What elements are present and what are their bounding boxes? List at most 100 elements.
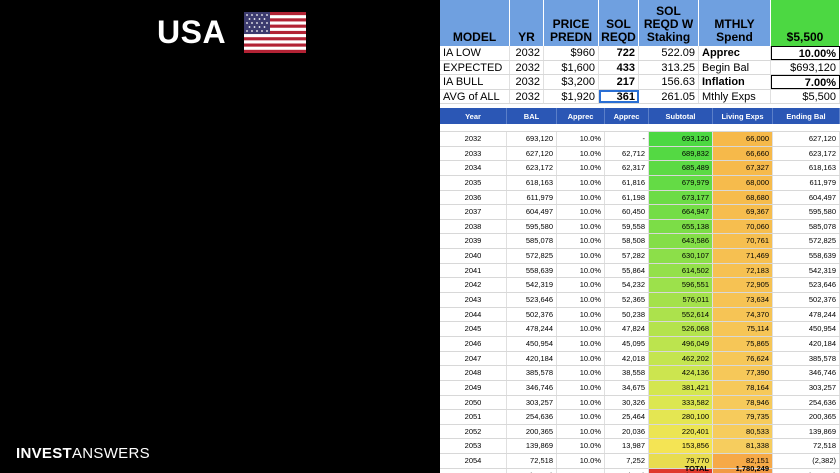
- summary-cell[interactable]: Mthly Exps: [699, 89, 771, 103]
- table-cell[interactable]: 420,184: [773, 336, 840, 351]
- table-cell[interactable]: 618,163: [507, 175, 557, 190]
- table-cell[interactable]: 76,624: [713, 351, 773, 366]
- table-cell[interactable]: 10.0%: [557, 322, 605, 336]
- table-cell[interactable]: 462,202: [649, 351, 713, 366]
- table-cell[interactable]: 614,502: [649, 263, 713, 278]
- table-cell[interactable]: 62,712: [605, 146, 649, 161]
- table-cell[interactable]: 153,856: [649, 439, 713, 454]
- table-cell[interactable]: 20,036: [605, 424, 649, 439]
- summary-cell[interactable]: $1,920: [544, 89, 599, 103]
- summary-cell[interactable]: $1,600: [544, 60, 599, 74]
- table-cell[interactable]: 10.0%: [557, 278, 605, 293]
- table-cell[interactable]: 2053: [440, 439, 507, 454]
- table-cell[interactable]: 303,257: [773, 380, 840, 395]
- table-cell[interactable]: 25,464: [605, 410, 649, 424]
- summary-cell[interactable]: Apprec: [699, 46, 771, 60]
- table-cell[interactable]: 254,636: [773, 395, 840, 410]
- table-cell[interactable]: 611,979: [507, 190, 557, 205]
- table-cell[interactable]: 10.0%: [557, 293, 605, 307]
- table-cell[interactable]: 75,114: [713, 322, 773, 336]
- table-cell[interactable]: 381,421: [649, 380, 713, 395]
- header-price-predn[interactable]: PRICE PREDN: [544, 0, 599, 46]
- table-cell[interactable]: 34,675: [605, 380, 649, 395]
- table-cell[interactable]: 10.0%: [557, 380, 605, 395]
- table-cell[interactable]: 542,319: [507, 278, 557, 293]
- table-cell[interactable]: 346,746: [773, 366, 840, 380]
- header-mthly-spend[interactable]: MTHLY Spend: [699, 0, 771, 46]
- table-cell[interactable]: 693,120: [507, 132, 557, 146]
- table-cell[interactable]: 679,979: [649, 175, 713, 190]
- table-cell[interactable]: 623,172: [773, 146, 840, 161]
- table-cell[interactable]: 523,646: [507, 293, 557, 307]
- table-cell[interactable]: 75,865: [713, 336, 773, 351]
- table-cell[interactable]: 2045: [440, 322, 507, 336]
- table-cell[interactable]: 79,735: [713, 410, 773, 424]
- summary-cell[interactable]: 217: [599, 75, 639, 89]
- table-cell[interactable]: 66,000: [713, 132, 773, 146]
- table-cell[interactable]: 10.0%: [557, 175, 605, 190]
- table-cell[interactable]: 200,365: [773, 410, 840, 424]
- table-cell[interactable]: 10.0%: [557, 234, 605, 249]
- table-cell[interactable]: 69,367: [713, 205, 773, 219]
- table-cell[interactable]: 70,060: [713, 219, 773, 234]
- table-cell[interactable]: 523,646: [773, 278, 840, 293]
- table-cell[interactable]: 2047: [440, 351, 507, 366]
- table-cell[interactable]: 61,816: [605, 175, 649, 190]
- table-cell[interactable]: 47,824: [605, 322, 649, 336]
- table-cell[interactable]: 627,120: [773, 132, 840, 146]
- table-cell[interactable]: 450,954: [773, 322, 840, 336]
- table-cell[interactable]: 572,825: [507, 249, 557, 263]
- table-cell[interactable]: 10.0%: [557, 395, 605, 410]
- table-cell[interactable]: 81,338: [713, 439, 773, 454]
- summary-cell[interactable]: 722: [599, 46, 639, 60]
- col-bal[interactable]: BAL: [507, 108, 557, 124]
- table-cell[interactable]: 10.0%: [557, 351, 605, 366]
- table-cell[interactable]: 57,282: [605, 249, 649, 263]
- table-cell[interactable]: 70,761: [713, 234, 773, 249]
- table-cell[interactable]: 478,244: [773, 307, 840, 322]
- table-cell[interactable]: 38,558: [605, 366, 649, 380]
- table-cell[interactable]: 139,869: [507, 439, 557, 454]
- table-cell[interactable]: 10.0%: [557, 219, 605, 234]
- table-cell[interactable]: 2050: [440, 395, 507, 410]
- table-cell[interactable]: 627,120: [507, 146, 557, 161]
- table-cell[interactable]: 71,469: [713, 249, 773, 263]
- table-cell[interactable]: 80,533: [713, 424, 773, 439]
- table-cell[interactable]: 68,680: [713, 190, 773, 205]
- table-cell[interactable]: 685,489: [649, 161, 713, 175]
- col-apprec[interactable]: Apprec: [605, 108, 649, 124]
- table-cell[interactable]: 78,946: [713, 395, 773, 410]
- table-cell[interactable]: 558,639: [507, 263, 557, 278]
- table-cell[interactable]: -: [605, 132, 649, 146]
- table-cell[interactable]: 50,238: [605, 307, 649, 322]
- summary-cell[interactable]: AVG of ALL: [440, 89, 510, 103]
- table-cell[interactable]: 346,746: [507, 380, 557, 395]
- table-cell[interactable]: 604,497: [507, 205, 557, 219]
- table-cell[interactable]: 420,184: [507, 351, 557, 366]
- table-cell[interactable]: 30,326: [605, 395, 649, 410]
- header-sol-reqd-staking[interactable]: SOL REQD W Staking: [639, 0, 699, 46]
- table-cell[interactable]: 10.0%: [557, 410, 605, 424]
- table-cell[interactable]: 10.0%: [557, 132, 605, 146]
- table-cell[interactable]: 585,078: [507, 234, 557, 249]
- summary-cell[interactable]: 361: [599, 89, 639, 103]
- table-cell[interactable]: 2046: [440, 336, 507, 351]
- table-cell[interactable]: 2032: [440, 132, 507, 146]
- table-cell[interactable]: 333,582: [649, 395, 713, 410]
- table-cell[interactable]: 664,947: [649, 205, 713, 219]
- table-cell[interactable]: 2055: [440, 468, 507, 473]
- table-cell[interactable]: 200,365: [507, 424, 557, 439]
- table-cell[interactable]: 2037: [440, 205, 507, 219]
- col-subtotal[interactable]: Subtotal: [649, 108, 713, 124]
- table-cell[interactable]: 61,198: [605, 190, 649, 205]
- table-cell[interactable]: 2035: [440, 175, 507, 190]
- summary-cell[interactable]: 313.25: [639, 60, 699, 74]
- table-cell[interactable]: 655,138: [649, 219, 713, 234]
- col-year[interactable]: Year: [440, 108, 507, 124]
- summary-cell[interactable]: $3,200: [544, 75, 599, 89]
- table-cell[interactable]: 280,100: [649, 410, 713, 424]
- summary-cell[interactable]: 433: [599, 60, 639, 74]
- summary-cell[interactable]: 156.63: [639, 75, 699, 89]
- table-cell[interactable]: 2054: [440, 454, 507, 468]
- table-cell[interactable]: 604,497: [773, 190, 840, 205]
